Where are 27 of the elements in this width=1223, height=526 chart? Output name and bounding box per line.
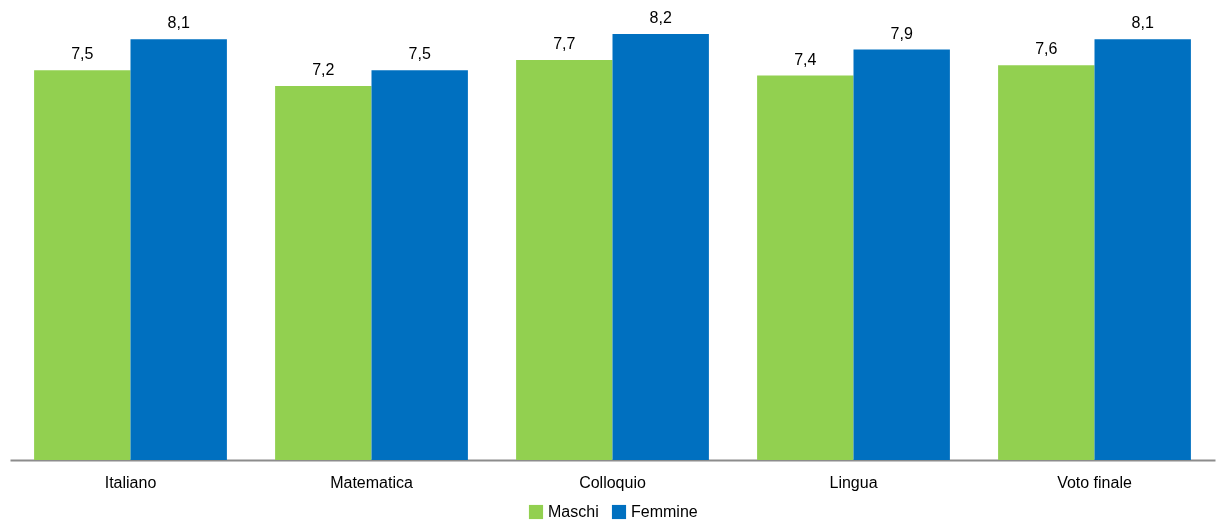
bar — [130, 39, 227, 460]
data-label: 7,7 — [553, 34, 576, 52]
data-label: 7,4 — [794, 50, 817, 68]
bar — [853, 49, 950, 460]
data-label: 7,2 — [312, 60, 335, 78]
data-label: 7,9 — [890, 24, 913, 42]
bar — [371, 70, 468, 460]
bar — [998, 65, 1095, 460]
data-label: 8,1 — [167, 14, 190, 32]
data-label: 7,5 — [71, 45, 94, 63]
x-tick-label: Voto finale — [1057, 473, 1132, 491]
legend-label: Maschi — [548, 503, 599, 520]
bar — [516, 59, 613, 460]
bar — [34, 70, 131, 460]
bar — [275, 85, 372, 460]
data-label: 7,5 — [408, 45, 431, 63]
x-tick-label: Matematica — [330, 473, 413, 491]
bar — [1094, 39, 1191, 460]
x-tick-label: Colloquio — [579, 473, 646, 491]
data-label: 7,6 — [1035, 40, 1058, 58]
bar — [612, 34, 709, 460]
legend-label: Femmine — [631, 503, 698, 520]
x-tick-label: Italiano — [104, 473, 157, 491]
bar — [757, 75, 854, 460]
data-label: 8,1 — [1131, 14, 1154, 32]
x-tick-label: Lingua — [829, 473, 878, 491]
data-label: 8,2 — [649, 9, 672, 26]
